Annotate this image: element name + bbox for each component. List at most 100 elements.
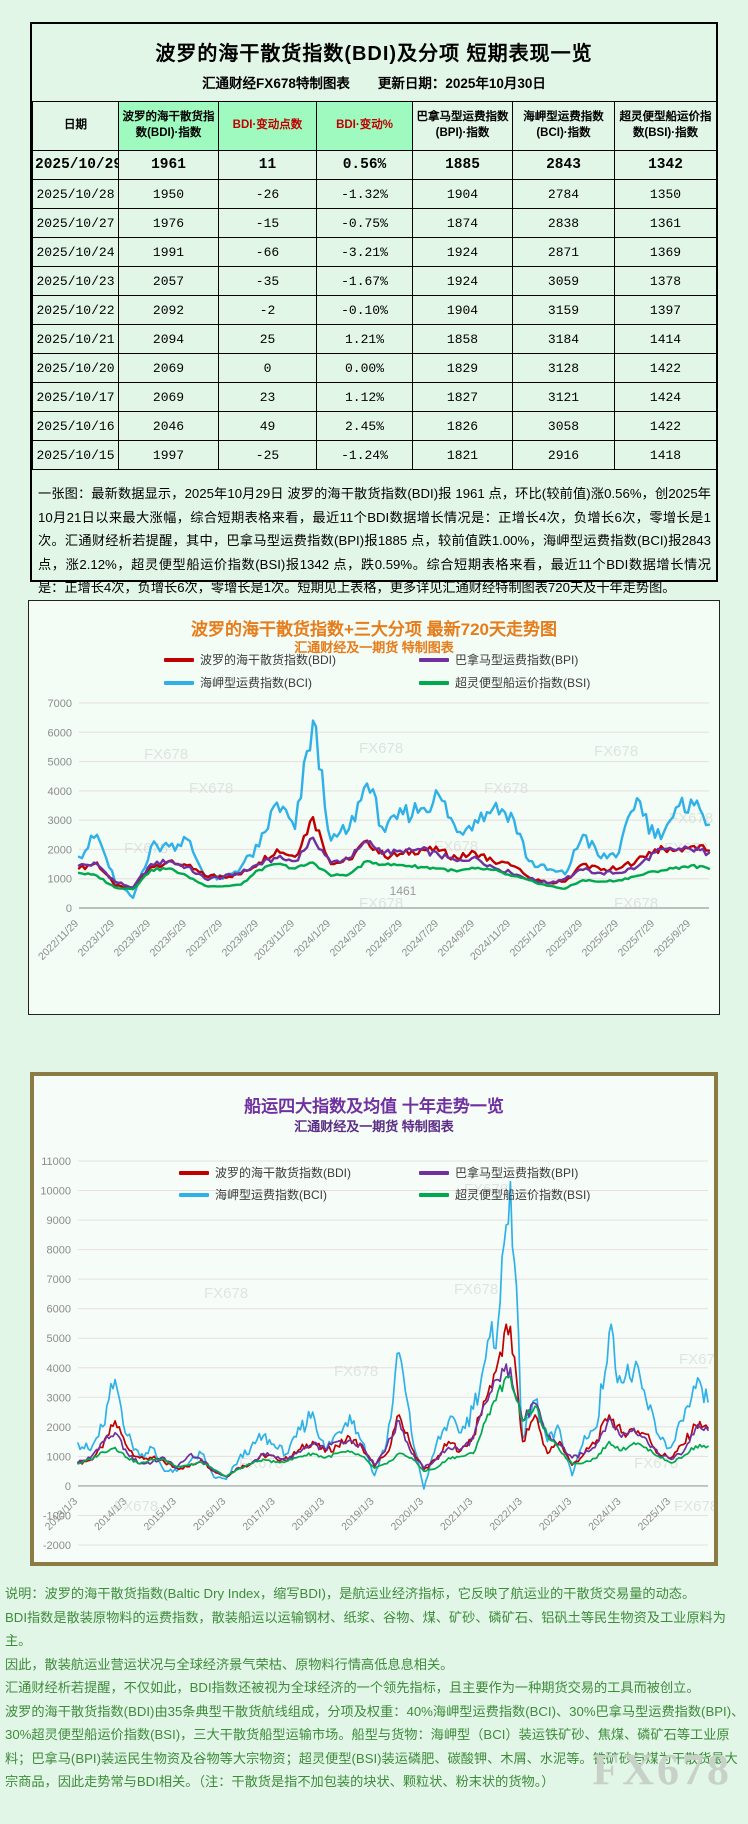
chart-10year-subtitle: 汇通财经及一期货 特制图表 bbox=[294, 1119, 454, 1134]
table-subtitle: 汇通财经FX678特制图表 更新日期：2025年10月30日 bbox=[32, 72, 716, 92]
series-line bbox=[77, 1363, 709, 1478]
table-cell: 2843 bbox=[512, 150, 615, 180]
table-cell: -26 bbox=[218, 179, 317, 209]
table-cell: 1991 bbox=[118, 237, 219, 267]
x-tick-label: 2019/1/3 bbox=[339, 1495, 376, 1532]
x-tick-label: 2020/1/3 bbox=[389, 1495, 426, 1532]
chart-10year-plot: -2000 -1000 0 1000 2000 3000 4000 5000 6000 7000 8… bbox=[40, 1156, 714, 1552]
table-row: 2025/10/28 1950 -26 -1.32% 1904 2784 1350 bbox=[32, 179, 717, 209]
table-cell: 0 bbox=[218, 353, 317, 383]
table-cell: 3059 bbox=[512, 266, 615, 296]
y-tick-label: 7000 bbox=[48, 698, 72, 710]
column-header: 波罗的海干散货指数(BDI)·指数 bbox=[118, 101, 219, 151]
table-cell: 1976 bbox=[118, 208, 219, 238]
table-cell: 1827 bbox=[412, 382, 513, 412]
table-cell: 2871 bbox=[512, 237, 615, 267]
fx678-watermark: FX678 bbox=[592, 1745, 732, 1794]
table-row: 2025/10/29 1961 11 0.56% 1885 2843 1342 bbox=[32, 150, 717, 180]
table-row: 2025/10/27 1976 -15 -0.75% 1874 2838 1361 bbox=[32, 208, 717, 238]
table-cell: -35 bbox=[218, 266, 317, 296]
y-tick-label: 4000 bbox=[48, 786, 72, 798]
column-header: 巴拿马型运费指数(BPI)·指数 bbox=[412, 101, 513, 151]
table-cell: 1961 bbox=[118, 150, 219, 180]
table-cell: 2025/10/27 bbox=[32, 208, 119, 238]
chart-10year-section: 船运四大指数及均值 十年走势一览 汇通财经及一期货 特制图表 -2000 -100… bbox=[30, 1072, 718, 1566]
watermark: FX678 bbox=[594, 743, 638, 760]
table-row: 2025/10/23 2057 -35 -1.67% 1924 3059 1378 bbox=[32, 266, 717, 296]
x-tick-label: 2024/1/29 bbox=[292, 918, 334, 960]
x-tick-label: 2025/9/29 bbox=[652, 918, 694, 960]
table-cell: 2092 bbox=[118, 295, 219, 325]
table-cell: 1418 bbox=[614, 440, 717, 470]
y-tick-label: 11000 bbox=[41, 1156, 71, 1168]
table-cell: -15 bbox=[218, 208, 317, 238]
y-tick-label: 9000 bbox=[47, 1215, 71, 1227]
table-cell: 2784 bbox=[512, 179, 615, 209]
x-tick-label: 2022/1/3 bbox=[487, 1495, 524, 1532]
x-tick-label: 2025/1/29 bbox=[508, 918, 550, 960]
x-tick-label: 2024/3/29 bbox=[328, 918, 370, 960]
x-tick-label: 2018/1/3 bbox=[290, 1495, 327, 1532]
table-cell: 1.21% bbox=[316, 324, 413, 354]
explanation-line: 波罗的海干散货指数(BDI)由35条典型干散货航线组成，分项及权重：40%海岬型… bbox=[5, 1703, 745, 1790]
table-cell: 1.12% bbox=[316, 382, 413, 412]
series-line bbox=[77, 859, 711, 891]
table-cell: -2 bbox=[218, 295, 317, 325]
table-cell: 1829 bbox=[412, 353, 513, 383]
chart-10year-title: 船运四大指数及均值 十年走势一览 bbox=[244, 1097, 504, 1116]
table-cell: 1924 bbox=[412, 266, 513, 296]
table-cell: 0.00% bbox=[316, 353, 413, 383]
x-tick-label: 2023/1/29 bbox=[76, 918, 118, 960]
y-tick-label: 0 bbox=[66, 903, 72, 915]
chart-720day-title: 波罗的海干散货指数+三大分项 最新720天走势图 bbox=[190, 620, 557, 639]
column-header: 超灵便型船运价指数(BSI)·指数 bbox=[614, 101, 717, 151]
watermark: FX678 bbox=[359, 895, 403, 912]
table-cell: 1424 bbox=[614, 382, 717, 412]
x-tick-label: 2023/7/29 bbox=[184, 918, 226, 960]
series-line bbox=[77, 1180, 709, 1490]
series-line bbox=[77, 1323, 709, 1478]
table-cell: 2.45% bbox=[316, 411, 413, 441]
table-row: 2025/10/21 2094 25 1.21% 1858 3184 1414 bbox=[32, 324, 717, 354]
table-row: 2025/10/20 2069 0 0.00% 1829 3128 1422 bbox=[32, 353, 717, 383]
table-cell: 3121 bbox=[512, 382, 615, 412]
y-tick-label: 2000 bbox=[48, 844, 72, 856]
bdi-table: 日期 波罗的海干散货指数(BDI)·指数 BDI·变动点数 BDI·变动% 巴拿马型运费… bbox=[32, 101, 717, 470]
column-header: 海岬型运费指数(BCI)·指数 bbox=[512, 101, 615, 151]
table-cell: 2094 bbox=[118, 324, 219, 354]
bdi-short-term-section: 波罗的海干散货指数(BDI)及分项 短期表现一览 汇通财经FX678特制图表 更新… bbox=[30, 22, 718, 595]
table-cell: 1397 bbox=[614, 295, 717, 325]
explanation-line: 说明：波罗的海干散货指数(Baltic Dry Index，缩写BDI)，是航运… bbox=[5, 1586, 696, 1601]
x-tick-label: 2023/3/29 bbox=[112, 918, 154, 960]
update-date: 更新日期：2025年10月30日 bbox=[377, 76, 546, 91]
table-cell: -3.21% bbox=[316, 237, 413, 267]
y-tick-label: 0 bbox=[65, 1481, 71, 1493]
table-source: 汇通财经FX678特制图表 bbox=[202, 76, 350, 91]
table-cell: 1950 bbox=[118, 179, 219, 209]
table-cell: 3159 bbox=[512, 295, 615, 325]
table-cell: 2025/10/17 bbox=[32, 382, 119, 412]
explanation-line: 汇通财经析若提醒，不仅如此，BDI指数还被视为全球经济的一个领先指标，且主要作为… bbox=[5, 1680, 700, 1695]
table-cell: 2025/10/28 bbox=[32, 179, 119, 209]
data-label: 1461 bbox=[390, 884, 417, 898]
table-cell: 1904 bbox=[412, 179, 513, 209]
x-tick-label: 2023/5/29 bbox=[148, 918, 190, 960]
table-title: 波罗的海干散货指数(BDI)及分项 短期表现一览 bbox=[155, 43, 593, 65]
y-tick-label: 6000 bbox=[47, 1304, 71, 1316]
column-header: 日期 bbox=[32, 101, 119, 151]
table-cell: 2025/10/21 bbox=[32, 324, 119, 354]
x-tick-label: 2024/7/29 bbox=[400, 918, 442, 960]
table-header-row: 日期 波罗的海干散货指数(BDI)·指数 BDI·变动点数 BDI·变动% 巴拿马型运费… bbox=[32, 101, 717, 151]
series-line bbox=[77, 719, 711, 899]
chart-720day-plot: 010002000300040005000600070002022/11/292… bbox=[36, 698, 713, 963]
table-cell: 2025/10/29 bbox=[32, 150, 119, 180]
summary-note: 一张图：最新数据显示，2025年10月29日 波罗的海干散货指数(BDI)报 1… bbox=[38, 486, 711, 595]
table-cell: 2916 bbox=[512, 440, 615, 470]
x-tick-label: 2022/11/29 bbox=[36, 918, 81, 963]
table-row: 2025/10/22 2092 -2 -0.10% 1904 3159 1397 bbox=[32, 295, 717, 325]
table-cell: -1.67% bbox=[316, 266, 413, 296]
watermark: FX678 bbox=[634, 1455, 678, 1472]
x-tick-label: 2024/1/3 bbox=[586, 1495, 623, 1532]
y-tick-label: 8000 bbox=[47, 1245, 71, 1257]
chart-720day-subtitle: 汇通财经及一期货 特制图表 bbox=[294, 640, 454, 655]
